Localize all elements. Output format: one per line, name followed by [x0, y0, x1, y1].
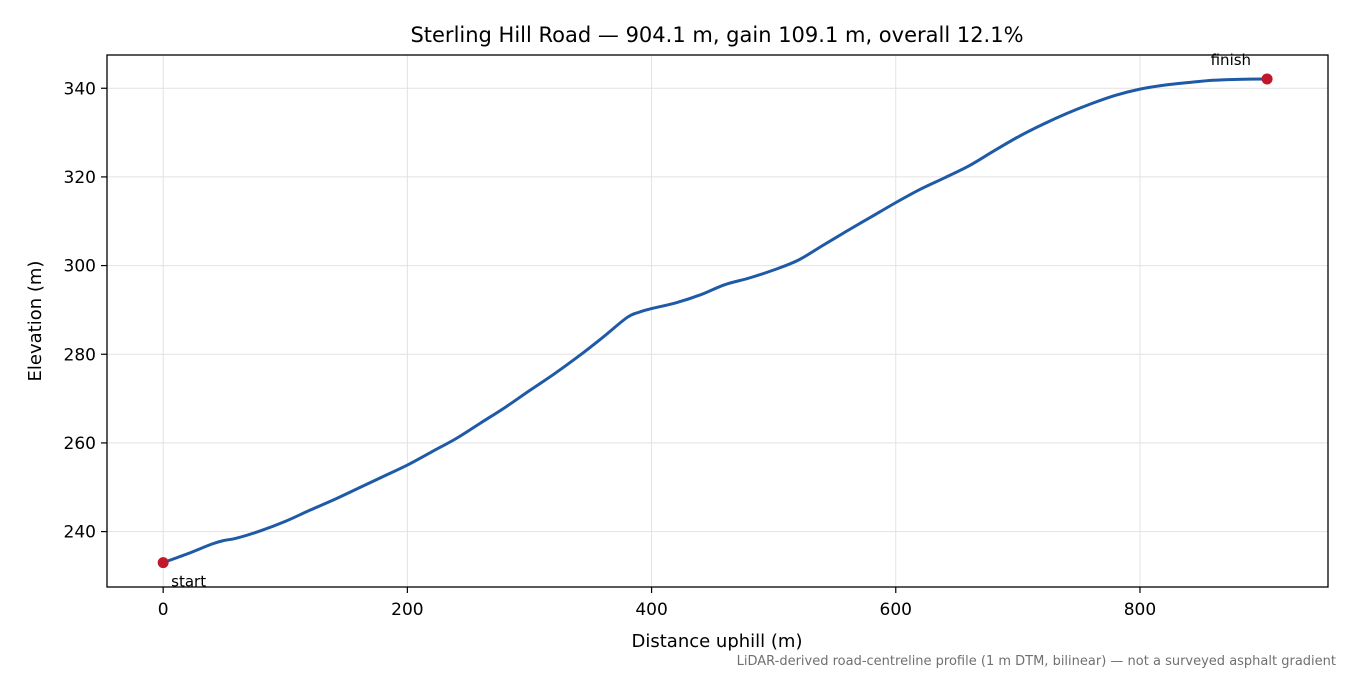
grid [107, 55, 1328, 587]
x-axis-label: Distance uphill (m) [632, 631, 803, 652]
y-tick-label: 280 [64, 345, 96, 365]
footnote: LiDAR-derived road-centreline profile (1… [737, 654, 1336, 669]
plot-frame [106, 54, 1329, 588]
x-tick-label: 0 [158, 600, 169, 620]
y-tick-label: 260 [64, 434, 96, 454]
finish-marker [1261, 73, 1273, 85]
start-marker [157, 557, 169, 569]
y-axis-label: Elevation (m) [25, 261, 46, 382]
y-tick-label: 240 [64, 523, 96, 543]
start-label: start [171, 573, 206, 591]
y-tick-label: 300 [64, 257, 96, 277]
y-tick-label: 340 [64, 79, 96, 99]
x-tick-label: 600 [880, 600, 912, 620]
y-axis-ticks: 240 260 280 300 320 340 [64, 79, 107, 543]
x-tick-label: 800 [1124, 600, 1156, 620]
x-axis-ticks: 0 200 400 600 800 [158, 587, 1156, 620]
x-tick-label: 200 [391, 600, 423, 620]
x-tick-label: 400 [635, 600, 667, 620]
endpoint-markers: start finish [157, 51, 1273, 591]
finish-label: finish [1211, 51, 1251, 69]
y-tick-label: 320 [64, 168, 96, 188]
elevation-profile-line [161, 77, 1269, 565]
chart-title: Sterling Hill Road — 904.1 m, gain 109.1… [410, 23, 1023, 47]
